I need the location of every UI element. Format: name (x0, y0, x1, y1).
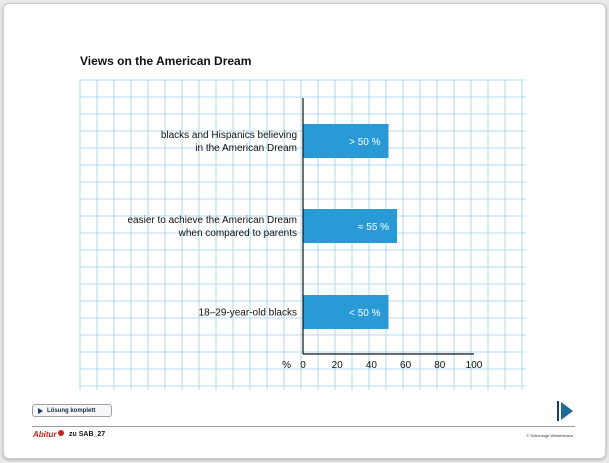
chart-title: Views on the American Dream (80, 54, 252, 68)
category-label-1-1: when compared to parents (178, 228, 297, 239)
category-label-0-1: in the American Dream (195, 143, 297, 154)
footer-divider (32, 426, 575, 427)
publisher-logo: Abitur (33, 430, 64, 439)
x-tick-40: 40 (366, 360, 378, 371)
x-tick-labels: 0 20 40 60 80 100% (282, 360, 483, 371)
category-labels: blacks and Hispanics believing in the Ame… (127, 130, 297, 319)
chart-bars: > 50 % ≈ 55 % < 50 % (303, 124, 398, 329)
x-tick-100: 100 (466, 360, 483, 371)
value-label-1: ≈ 55 % (358, 222, 389, 233)
bar-2 (303, 295, 389, 329)
chart-axes (302, 98, 474, 355)
x-tick-80: 80 (434, 360, 446, 371)
next-icon-bar (557, 401, 559, 421)
bar-0 (303, 124, 389, 158)
category-label-1-0: easier to achieve the American Dream (127, 215, 297, 226)
next-slide-button[interactable] (557, 401, 575, 421)
x-tick-60: 60 (400, 360, 412, 371)
x-axis-label: % (282, 360, 291, 371)
logo-badge-icon (57, 430, 64, 436)
value-label-0: > 50 % (349, 137, 381, 148)
publisher-credit: © Schöningh Westermann (526, 433, 573, 438)
category-label-2-0: 18–29-year-old blacks (199, 308, 297, 319)
value-label-2: < 50 % (349, 308, 381, 319)
solution-button[interactable]: Lösung komplett (32, 404, 112, 417)
x-tick-0: 0 (300, 360, 306, 371)
play-icon (38, 408, 43, 414)
footer-reference: zu SAB_27 (69, 431, 106, 438)
bar-1 (303, 209, 398, 243)
next-arrow-icon (561, 402, 573, 420)
category-label-0-0: blacks and Hispanics believing (161, 130, 297, 141)
chart-grid (79, 79, 526, 390)
solution-button-label: Lösung komplett (47, 408, 96, 414)
x-tick-20: 20 (332, 360, 344, 371)
